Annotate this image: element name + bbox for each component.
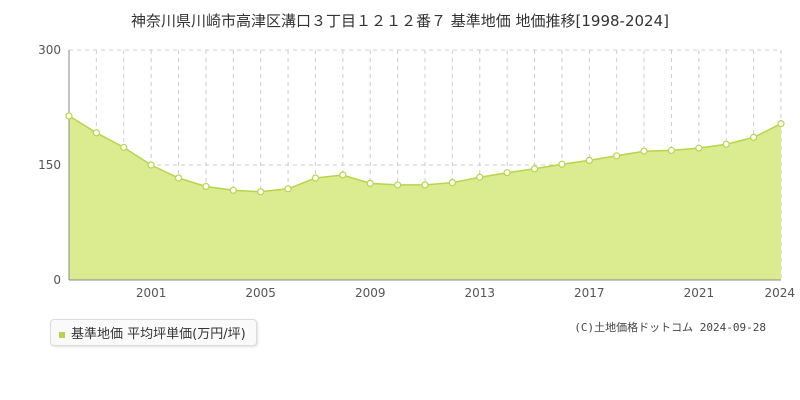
data-point [174,174,183,182]
data-point [394,181,402,189]
data-point [284,185,292,193]
data-point [585,156,593,164]
data-point [311,174,320,182]
data-point [476,173,484,181]
data-point [503,169,511,177]
data-point [722,140,730,148]
data-point [667,146,676,155]
data-point [558,160,566,168]
legend-label: 基準地価 平均坪単価(万円/坪) [71,327,246,342]
y-tick-label: 150 [38,158,61,172]
data-point [366,179,374,187]
x-tick-label: 2009 [355,286,386,300]
data-point [65,112,73,120]
chart-title: 神奈川県川崎市高津区溝口３丁目１２１２番７ 基準地価 地価推移[1998-202… [130,12,669,30]
x-tick-label: 2013 [464,286,495,300]
data-point [120,143,128,151]
x-tick-label: 2021 [684,286,715,300]
data-point [202,182,210,191]
series-area-fill [69,115,781,281]
data-point [750,133,758,141]
legend: 基準地価 平均坪単価(万円/坪) [50,319,257,346]
data-point [640,147,648,155]
data-point [257,188,265,196]
legend-swatch-icon [59,331,65,338]
copyright-text: (C)土地価格ドットコム 2024-09-28 [574,321,766,334]
axis-layer [68,50,781,281]
data-point [448,179,456,187]
data-point [530,165,539,173]
y-tick-label: 0 [53,273,61,287]
data-point [695,144,703,152]
data-point [421,181,429,189]
x-tick-label: 2005 [245,286,276,300]
y-tick-label: 300 [38,43,61,57]
label-layer: 0 150 300 2001 2005 2009 2013 2017 2021 2024 [38,43,795,300]
data-point [777,119,785,128]
data-point [229,186,237,194]
point-layer [65,112,785,196]
data-point [92,129,100,137]
data-point [613,152,621,160]
x-tick-label: 2001 [136,286,167,300]
data-point [339,171,347,179]
x-tick-label: 2024 [764,286,795,300]
x-tick-label: 2017 [574,286,605,300]
data-point [147,161,155,169]
